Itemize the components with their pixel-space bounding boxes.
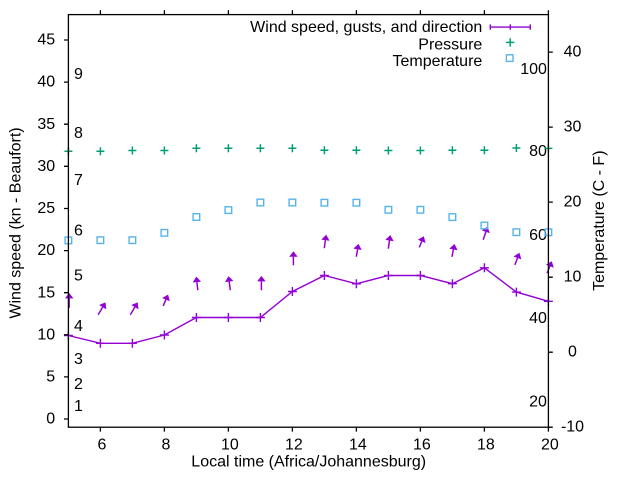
svg-text:14: 14	[349, 437, 367, 454]
svg-text:Wind speed, gusts, and directi: Wind speed, gusts, and direction	[250, 19, 482, 36]
svg-text:4: 4	[74, 318, 83, 335]
svg-text:60: 60	[529, 227, 547, 244]
svg-text:6: 6	[74, 222, 83, 239]
svg-text:9: 9	[74, 66, 83, 83]
svg-text:Pressure: Pressure	[418, 37, 482, 54]
svg-text:25: 25	[37, 200, 55, 217]
svg-text:8: 8	[74, 125, 83, 142]
svg-text:Temperature: Temperature	[392, 53, 482, 70]
svg-text:45: 45	[37, 32, 55, 49]
svg-text:20: 20	[529, 393, 547, 410]
svg-text:Temperature (C - F): Temperature (C - F)	[591, 150, 608, 290]
svg-text:5: 5	[74, 268, 83, 285]
svg-text:20: 20	[37, 242, 55, 259]
svg-text:10: 10	[564, 269, 582, 286]
svg-text:10: 10	[221, 437, 239, 454]
svg-text:35: 35	[37, 116, 55, 133]
svg-text:40: 40	[564, 44, 582, 61]
svg-text:12: 12	[285, 437, 303, 454]
svg-text:40: 40	[37, 74, 55, 91]
svg-text:0: 0	[568, 344, 577, 361]
svg-text:3: 3	[74, 351, 83, 368]
svg-text:-10: -10	[561, 419, 584, 436]
svg-text:16: 16	[413, 437, 431, 454]
svg-text:5: 5	[46, 369, 55, 386]
svg-text:20: 20	[564, 194, 582, 211]
svg-text:30: 30	[37, 158, 55, 175]
svg-text:18: 18	[477, 437, 495, 454]
svg-text:8: 8	[161, 437, 170, 454]
svg-text:20: 20	[541, 437, 559, 454]
svg-text:Wind speed (kn - Beaufort): Wind speed (kn - Beaufort)	[7, 127, 24, 318]
svg-text:Local time (Africa/Johannesbur: Local time (Africa/Johannesburg)	[191, 453, 426, 470]
svg-text:2: 2	[74, 376, 83, 393]
svg-text:6: 6	[97, 437, 106, 454]
svg-text:15: 15	[37, 284, 55, 301]
svg-text:80: 80	[529, 143, 547, 160]
svg-text:7: 7	[74, 172, 83, 189]
svg-text:1: 1	[74, 398, 83, 415]
svg-text:0: 0	[46, 411, 55, 428]
svg-text:100: 100	[520, 61, 547, 78]
svg-text:10: 10	[37, 326, 55, 343]
svg-text:40: 40	[529, 310, 547, 327]
svg-text:30: 30	[564, 119, 582, 136]
